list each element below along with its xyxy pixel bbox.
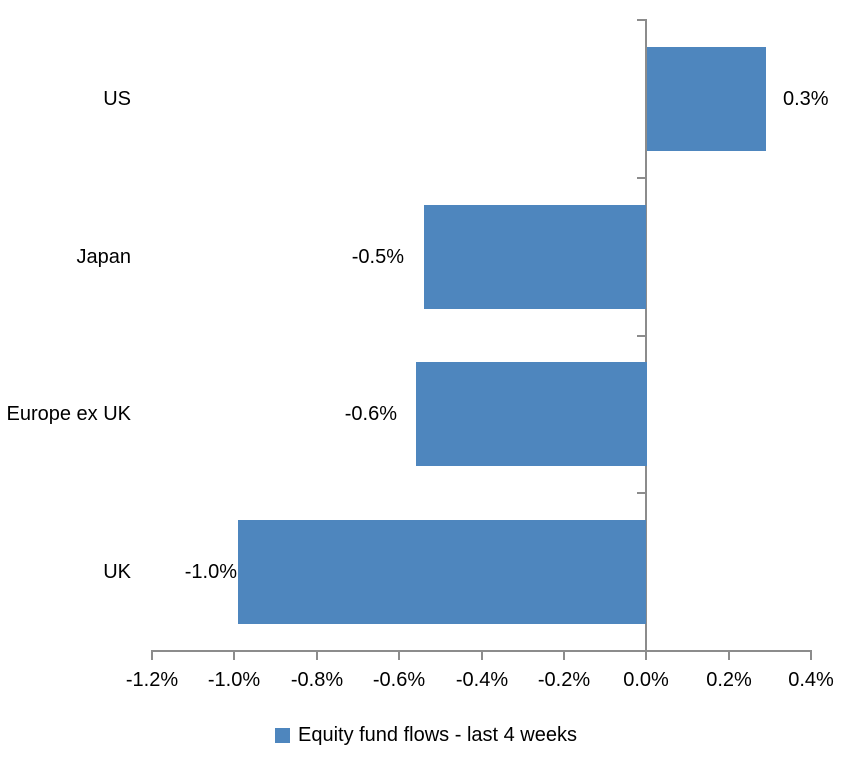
x-tick <box>728 652 730 660</box>
y-tick <box>637 19 645 21</box>
x-tick <box>233 652 235 660</box>
legend-label: Equity fund flows - last 4 weeks <box>297 724 577 746</box>
x-tick <box>398 652 400 660</box>
x-tick <box>810 652 812 660</box>
category-label-europe-ex-uk: Europe ex UK <box>6 403 131 425</box>
y-tick <box>637 492 645 494</box>
x-tick-label: -0.6% <box>372 669 426 691</box>
x-tick-label: -1.2% <box>125 669 179 691</box>
x-axis <box>151 650 812 652</box>
data-label-uk: -1.0% <box>184 561 237 583</box>
data-label-europe-ex-uk: -0.6% <box>344 403 397 425</box>
x-tick <box>481 652 483 660</box>
category-label-uk: UK <box>103 561 131 583</box>
category-label-japan: Japan <box>76 246 132 268</box>
bar-europe-ex-uk <box>416 362 647 466</box>
x-tick <box>151 652 153 660</box>
y-tick <box>637 177 645 179</box>
category-label-us: US <box>103 88 131 110</box>
x-tick <box>316 652 318 660</box>
legend: Equity fund flows - last 4 weeks <box>0 723 852 747</box>
y-tick <box>637 335 645 337</box>
bar-uk <box>238 520 646 624</box>
zero-axis <box>645 19 647 652</box>
x-tick-label: -0.8% <box>290 669 344 691</box>
legend-swatch-icon <box>274 727 290 743</box>
y-tick <box>637 650 645 652</box>
x-tick <box>563 652 565 660</box>
data-label-japan: -0.5% <box>351 246 404 268</box>
x-tick <box>645 652 647 660</box>
bar-japan <box>424 205 646 309</box>
x-tick-label: -1.0% <box>207 669 261 691</box>
x-tick-label: 0.0% <box>623 669 669 691</box>
x-tick-label: -0.4% <box>455 669 509 691</box>
data-label-us: 0.3% <box>783 88 829 110</box>
bar-us <box>647 47 766 151</box>
x-tick-label: -0.2% <box>537 669 591 691</box>
x-tick-label: 0.2% <box>706 669 752 691</box>
x-tick-label: 0.4% <box>788 669 834 691</box>
